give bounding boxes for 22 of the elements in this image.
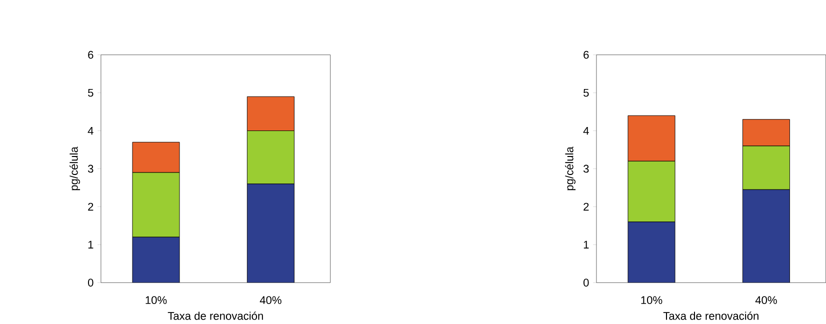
y-tick-label: 5: [584, 89, 589, 97]
y-tick-label: 1: [584, 241, 589, 249]
y-tick-label: 6: [88, 51, 94, 59]
y-tick-label: 3: [88, 165, 94, 173]
x-tick-label: 10%: [146, 296, 167, 304]
y-axis-title: pg/célula: [70, 146, 80, 190]
y-tick-label: 6: [584, 51, 589, 59]
y-tick-label: 5: [88, 89, 94, 97]
x-tick-label: 40%: [755, 296, 777, 304]
y-tick-label: 4: [583, 127, 589, 135]
y-tick-label: 4: [88, 127, 94, 135]
x-tick-label: 40%: [260, 296, 282, 304]
y-tick-label: 0: [88, 278, 94, 287]
y-tick-label: 3: [583, 165, 589, 173]
y-tick-label: 1: [88, 241, 94, 249]
x-axis-title: Taxa de renovación: [663, 312, 758, 320]
x-tick-label: 10%: [641, 296, 662, 304]
y-tick-label: 0: [583, 278, 589, 287]
y-tick-label: 2: [584, 203, 589, 211]
y-axis-title: pg/célula: [565, 146, 576, 190]
y-tick-label: 2: [88, 203, 94, 211]
x-axis-title: Taxa de renovación: [168, 312, 263, 320]
